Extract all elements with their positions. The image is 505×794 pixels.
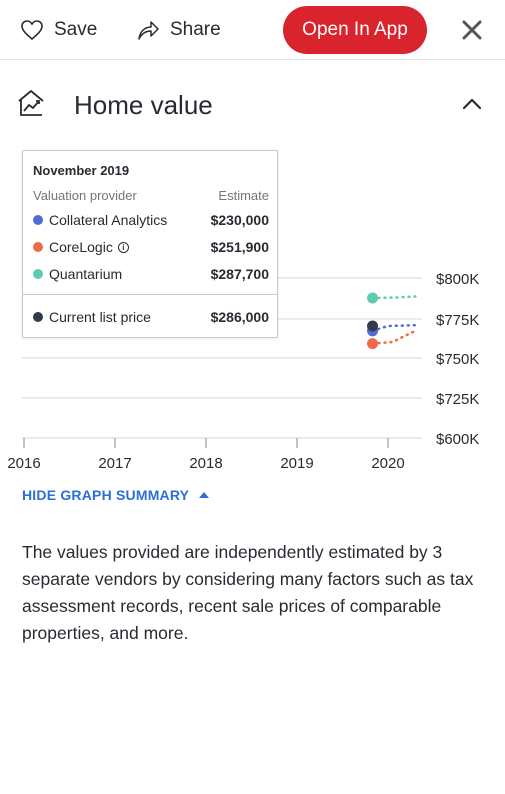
provider-estimate: $287,700 xyxy=(210,266,269,282)
x-tick-label: 2017 xyxy=(98,455,131,472)
provider-column-header: Valuation provider xyxy=(33,188,137,203)
home-value-chart: $800K $775K $750K $725K $600K 2016 2017 2018 201… xyxy=(0,150,505,480)
x-tick-label: 2019 xyxy=(280,455,313,472)
summary-toggle-label: HIDE GRAPH SUMMARY xyxy=(22,487,190,503)
x-tick-label: 2020 xyxy=(371,455,404,472)
y-tick-label: $725K xyxy=(436,391,479,408)
y-tick-label: $600K xyxy=(436,431,479,448)
series-line xyxy=(371,323,417,333)
open-in-app-button[interactable]: Open In App xyxy=(283,6,427,54)
series-dot xyxy=(33,269,43,279)
list-price-value: $286,000 xyxy=(210,309,269,325)
series-dot xyxy=(33,312,43,322)
provider-name-wrap: CoreLogic i xyxy=(49,239,211,255)
provider-name: Collateral Analytics xyxy=(49,212,168,228)
home-value-header[interactable]: Home value xyxy=(0,60,505,150)
series-line xyxy=(371,295,417,300)
tooltip-row: Quantarium $287,700 xyxy=(33,264,269,284)
share-label: Share xyxy=(170,19,221,40)
caret-up-icon xyxy=(199,492,210,498)
x-tick-label: 2016 xyxy=(7,455,40,472)
y-tick-label: $800K xyxy=(436,271,479,288)
x-tick-label: 2018 xyxy=(189,455,222,472)
info-icon[interactable]: i xyxy=(117,241,129,253)
top-bar: Save Share Open In App xyxy=(0,0,505,60)
provider-estimate: $230,000 xyxy=(210,212,269,228)
house-chart-icon xyxy=(18,90,44,116)
tooltip-row: CoreLogic i $251,900 xyxy=(33,237,269,257)
tooltip-date: November 2019 xyxy=(33,163,130,178)
heart-icon xyxy=(21,20,43,41)
provider-name: CoreLogic xyxy=(49,239,113,255)
hide-graph-summary-link[interactable]: HIDE GRAPH SUMMARY xyxy=(22,487,210,503)
chart-svg: $800K $775K $750K $725K $600K 2016 2017 2018 201… xyxy=(7,271,479,472)
tooltip-row: Collateral Analytics $230,000 xyxy=(33,210,269,230)
series-point xyxy=(367,292,379,304)
share-button[interactable]: Share xyxy=(136,14,221,46)
tooltip-divider xyxy=(23,294,277,295)
y-tick-label: $775K xyxy=(436,312,479,329)
series-line xyxy=(371,329,417,345)
list-price-label: Current list price xyxy=(49,309,151,325)
tooltip-list-price-row: Current list price $286,000 xyxy=(33,307,269,327)
y-tick-label: $750K xyxy=(436,351,479,368)
section-title: Home value xyxy=(74,90,213,120)
graph-summary-text: The values provided are independently es… xyxy=(22,542,474,643)
close-icon[interactable] xyxy=(459,17,485,43)
estimate-column-header: Estimate xyxy=(218,188,269,203)
series-point xyxy=(367,338,379,350)
valuation-tooltip: November 2019 Valuation provider Estimat… xyxy=(22,150,278,338)
provider-estimate: $251,900 xyxy=(210,239,269,255)
series-dot xyxy=(33,215,43,225)
share-arrow-icon xyxy=(138,21,159,40)
save-label: Save xyxy=(54,19,98,40)
series-point xyxy=(367,320,379,332)
chevron-up-icon[interactable] xyxy=(461,93,483,115)
tooltip-header: Valuation provider Estimate xyxy=(33,188,269,203)
provider-name: Quantarium xyxy=(49,266,123,282)
save-button[interactable]: Save xyxy=(20,14,97,46)
series-dot xyxy=(33,242,43,252)
